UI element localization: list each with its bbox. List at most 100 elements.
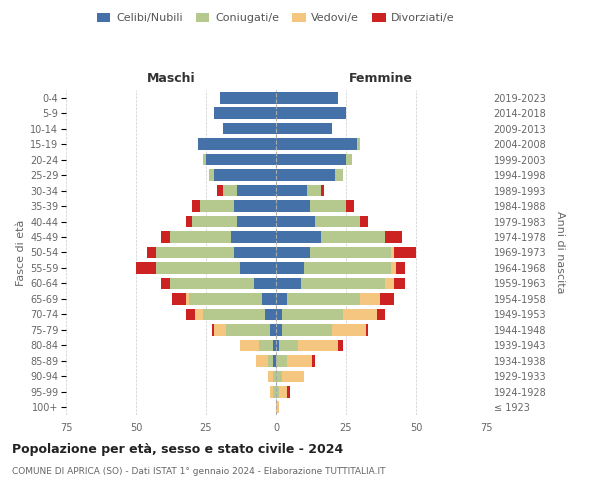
Bar (170, 278, 254, 289)
Bar (195, 308, 203, 320)
Bar (357, 138, 360, 150)
Bar (360, 216, 368, 228)
Bar (332, 324, 365, 336)
Bar (273, 340, 276, 351)
Bar (385, 231, 402, 243)
Bar (217, 185, 223, 196)
Bar (276, 370, 281, 382)
Bar (276, 216, 315, 228)
Bar (279, 340, 298, 351)
Bar (226, 324, 271, 336)
Y-axis label: Anni di nascita: Anni di nascita (555, 211, 565, 294)
Bar (187, 308, 195, 320)
Bar (239, 340, 259, 351)
Bar (203, 308, 265, 320)
Y-axis label: Fasce di età: Fasce di età (16, 220, 26, 286)
Bar (397, 262, 405, 274)
Bar (136, 262, 155, 274)
Bar (262, 293, 276, 304)
Bar (170, 231, 231, 243)
Bar (321, 231, 385, 243)
Legend: Celibi/Nubili, Coniugati/e, Vedovi/e, Divorziati/e: Celibi/Nubili, Coniugati/e, Vedovi/e, Di… (93, 8, 459, 28)
Bar (276, 92, 338, 104)
Bar (155, 246, 234, 258)
Bar (147, 246, 155, 258)
Bar (203, 154, 206, 166)
Bar (276, 386, 279, 398)
Bar (271, 386, 273, 398)
Bar (223, 185, 237, 196)
Bar (161, 278, 170, 289)
Bar (281, 308, 343, 320)
Bar (346, 154, 352, 166)
Text: Maschi: Maschi (146, 72, 196, 85)
Bar (220, 92, 276, 104)
Bar (234, 200, 276, 212)
Bar (237, 185, 276, 196)
Bar (276, 154, 346, 166)
Bar (276, 308, 281, 320)
Bar (268, 370, 273, 382)
Text: Popolazione per età, sesso e stato civile - 2024: Popolazione per età, sesso e stato civil… (12, 442, 343, 456)
Bar (239, 262, 276, 274)
Bar (301, 278, 385, 289)
Bar (187, 293, 189, 304)
Bar (276, 324, 281, 336)
Bar (234, 246, 276, 258)
Bar (209, 170, 214, 181)
Bar (391, 246, 394, 258)
Bar (206, 154, 276, 166)
Bar (385, 278, 394, 289)
Bar (212, 324, 214, 336)
Bar (223, 123, 276, 134)
Bar (310, 246, 391, 258)
Bar (346, 200, 355, 212)
Bar (268, 355, 273, 366)
Bar (265, 308, 276, 320)
Bar (287, 386, 290, 398)
Bar (276, 185, 307, 196)
Text: COMUNE DI APRICA (SO) - Dati ISTAT 1° gennaio 2024 - Elaborazione TUTTITALIA.IT: COMUNE DI APRICA (SO) - Dati ISTAT 1° ge… (12, 468, 386, 476)
Bar (276, 355, 287, 366)
Bar (287, 355, 313, 366)
Bar (276, 293, 287, 304)
Bar (276, 278, 301, 289)
Bar (273, 355, 276, 366)
Bar (276, 200, 310, 212)
Bar (279, 386, 287, 398)
Bar (304, 262, 391, 274)
Bar (281, 370, 304, 382)
Bar (287, 293, 360, 304)
Bar (307, 185, 321, 196)
Bar (298, 340, 338, 351)
Bar (276, 138, 357, 150)
Bar (214, 170, 276, 181)
Bar (155, 262, 239, 274)
Bar (335, 170, 343, 181)
Bar (313, 355, 315, 366)
Bar (200, 200, 234, 212)
Bar (273, 370, 276, 382)
Bar (192, 200, 200, 212)
Bar (394, 246, 416, 258)
Text: Femmine: Femmine (349, 72, 413, 85)
Bar (276, 108, 346, 119)
Bar (273, 386, 276, 398)
Bar (377, 308, 385, 320)
Bar (276, 123, 332, 134)
Bar (254, 278, 276, 289)
Bar (380, 293, 394, 304)
Bar (281, 324, 332, 336)
Bar (276, 246, 310, 258)
Bar (391, 262, 397, 274)
Bar (276, 262, 304, 274)
Bar (276, 340, 279, 351)
Bar (187, 216, 192, 228)
Bar (321, 185, 323, 196)
Bar (394, 278, 405, 289)
Bar (231, 231, 276, 243)
Bar (259, 340, 273, 351)
Bar (192, 216, 237, 228)
Bar (172, 293, 187, 304)
Bar (343, 308, 377, 320)
